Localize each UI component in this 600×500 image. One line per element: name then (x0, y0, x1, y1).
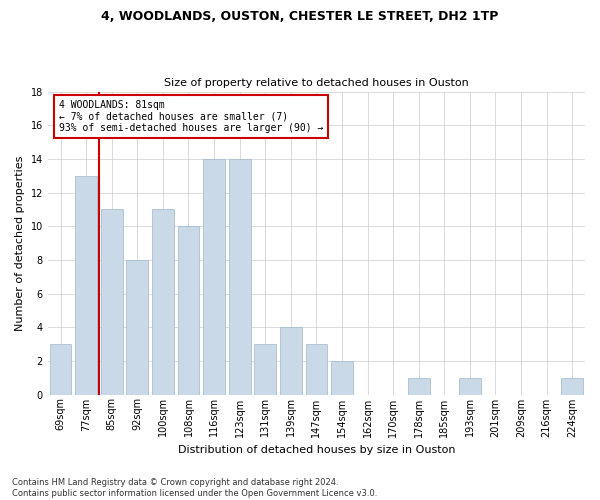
Bar (178, 226, 199, 394)
Bar (101, 210, 122, 394)
Bar (254, 344, 276, 395)
Bar (75, 176, 97, 394)
Bar (280, 327, 302, 394)
Bar (408, 378, 430, 394)
Text: 4 WOODLANDS: 81sqm
← 7% of detached houses are smaller (7)
93% of semi-detached : 4 WOODLANDS: 81sqm ← 7% of detached hous… (59, 100, 323, 133)
Bar (203, 159, 225, 394)
Title: Size of property relative to detached houses in Ouston: Size of property relative to detached ho… (164, 78, 469, 88)
Bar (229, 159, 251, 394)
Y-axis label: Number of detached properties: Number of detached properties (15, 156, 25, 330)
Bar (50, 344, 71, 395)
Bar (562, 378, 583, 394)
Bar (127, 260, 148, 394)
Text: Contains HM Land Registry data © Crown copyright and database right 2024.
Contai: Contains HM Land Registry data © Crown c… (12, 478, 377, 498)
X-axis label: Distribution of detached houses by size in Ouston: Distribution of detached houses by size … (178, 445, 455, 455)
Bar (459, 378, 481, 394)
Bar (331, 361, 353, 394)
Bar (152, 210, 174, 394)
Text: 4, WOODLANDS, OUSTON, CHESTER LE STREET, DH2 1TP: 4, WOODLANDS, OUSTON, CHESTER LE STREET,… (101, 10, 499, 23)
Bar (305, 344, 327, 395)
